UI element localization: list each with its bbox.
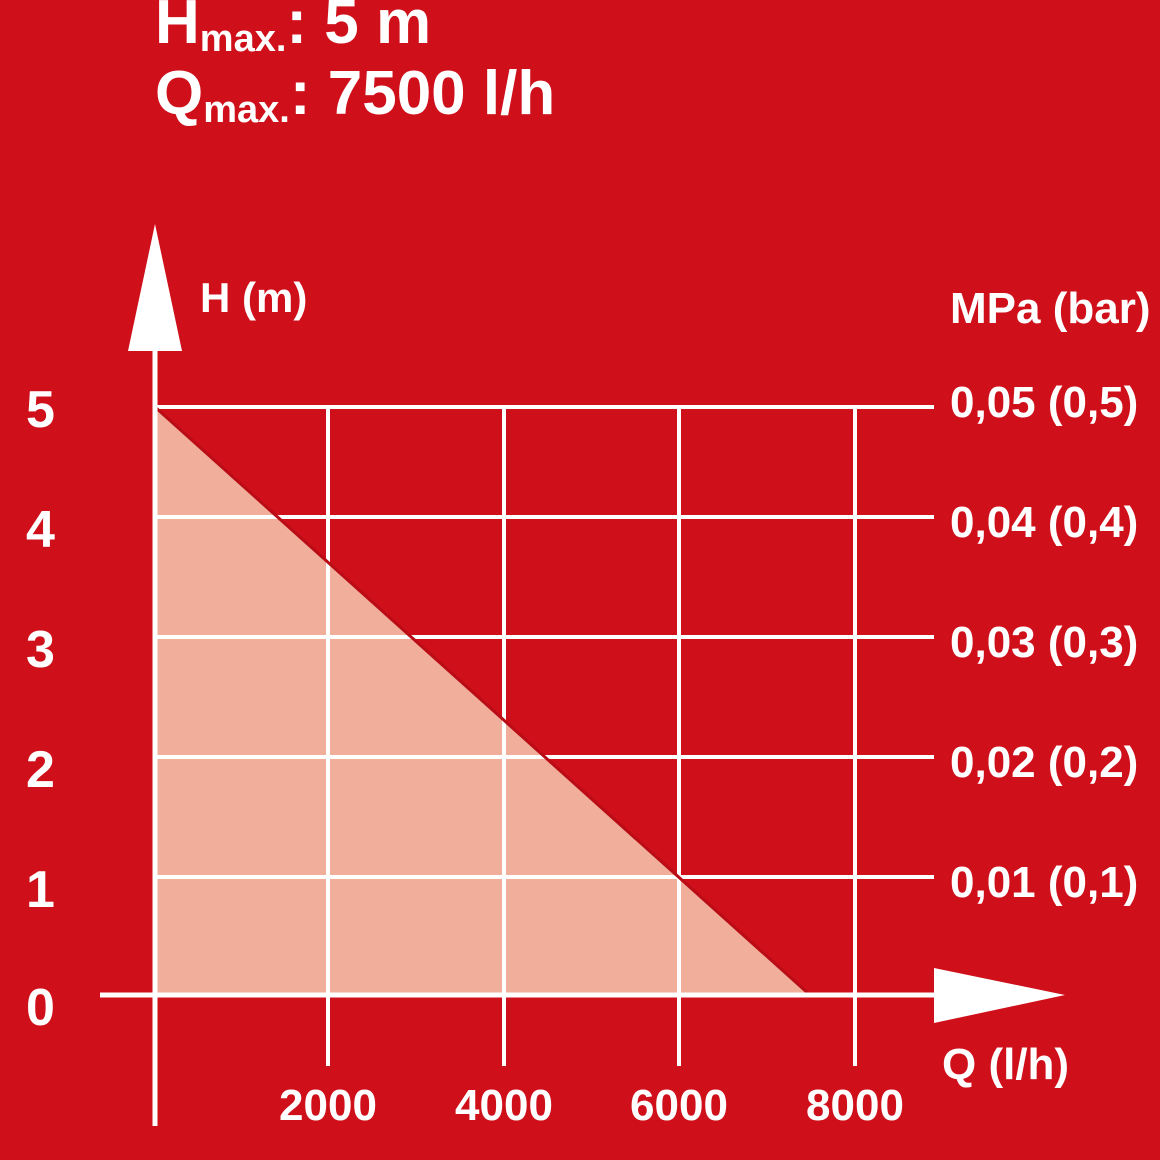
svg-text:8000: 8000 — [806, 1081, 904, 1130]
svg-text:0: 0 — [26, 979, 55, 1037]
svg-text:Hmax.: 5 m: Hmax.: 5 m — [155, 0, 431, 60]
svg-text:0,04 (0,4): 0,04 (0,4) — [950, 498, 1138, 547]
svg-text:Q (l/h): Q (l/h) — [942, 1040, 1069, 1089]
svg-text:0,05 (0,5): 0,05 (0,5) — [950, 378, 1138, 427]
svg-text:4: 4 — [26, 501, 55, 559]
svg-text:5: 5 — [26, 381, 55, 439]
svg-text:0,01 (0,1): 0,01 (0,1) — [950, 858, 1138, 907]
svg-text:1: 1 — [26, 861, 55, 919]
svg-text:H (m): H (m) — [200, 274, 307, 321]
svg-text:6000: 6000 — [630, 1081, 728, 1130]
svg-text:2: 2 — [26, 741, 55, 799]
svg-text:0,02 (0,2): 0,02 (0,2) — [950, 738, 1138, 787]
svg-text:2000: 2000 — [279, 1081, 377, 1130]
svg-text:MPa (bar): MPa (bar) — [950, 284, 1150, 333]
svg-text:0,03 (0,3): 0,03 (0,3) — [950, 618, 1138, 667]
svg-text:3: 3 — [26, 621, 55, 679]
svg-text:4000: 4000 — [455, 1081, 553, 1130]
